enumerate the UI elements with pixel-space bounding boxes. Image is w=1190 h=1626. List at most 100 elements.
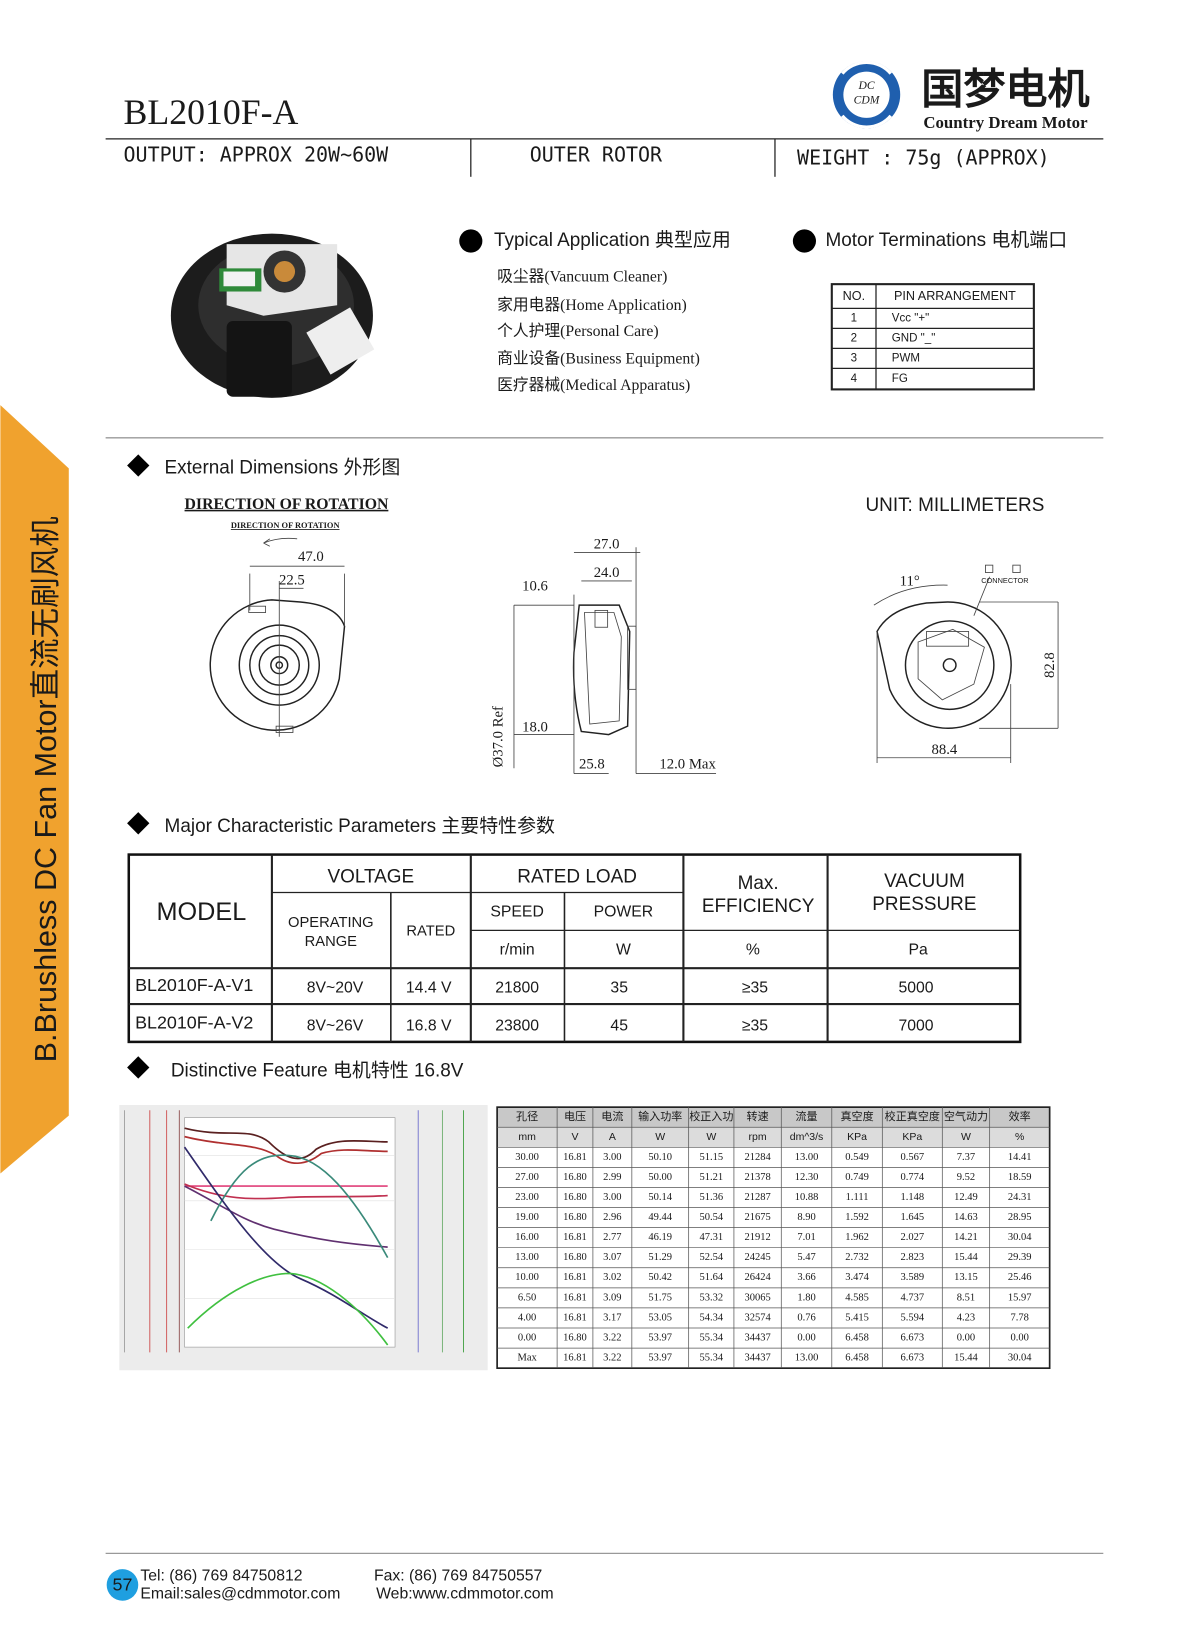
table-cell: 3.589 [900, 1272, 924, 1283]
page-badge [106, 1569, 139, 1601]
table-cell: 15.44 [954, 1353, 978, 1364]
table-cell: 13.15 [954, 1272, 978, 1283]
table-cell: 16.81 [563, 1152, 587, 1163]
side-view-drawing [513, 547, 717, 774]
table-cell: 51.64 [699, 1272, 723, 1283]
table-cell: 18.59 [1008, 1172, 1032, 1183]
table-cell: 30.04 [1008, 1232, 1032, 1243]
feature-table [496, 1106, 1051, 1369]
unit: KPa [902, 1131, 922, 1143]
dimension-label: 11° [900, 573, 920, 589]
table-cell: 2.96 [603, 1212, 621, 1223]
table-cell: 7.37 [957, 1152, 975, 1163]
table-cell: 55.34 [699, 1332, 723, 1343]
table-header: MODEL [156, 898, 246, 926]
table-cell: 25.46 [1008, 1272, 1032, 1283]
table-cell: 50.00 [648, 1172, 672, 1183]
dimension-label: Ø37.0 Ref [491, 706, 507, 767]
unit: A [609, 1131, 616, 1143]
table-cell: 10.88 [795, 1192, 819, 1203]
table-cell: Max [517, 1353, 537, 1364]
table-cell: 5000 [898, 979, 933, 996]
table-cell: 19.00 [515, 1212, 539, 1223]
table-cell: 14.41 [1008, 1152, 1032, 1163]
table-cell: 1.80 [797, 1292, 815, 1303]
pin-number: 4 [851, 373, 858, 385]
table-cell: 0.00 [518, 1332, 536, 1343]
table-header: SPEED [490, 904, 543, 921]
table-cell: 12.49 [954, 1192, 978, 1203]
table-cell: 3.09 [603, 1292, 621, 1303]
table-cell: 21800 [495, 979, 539, 996]
application-item: 吸尘器(Vancuum Cleaner) [497, 267, 667, 285]
unit: W [616, 942, 631, 959]
table-cell: 21675 [744, 1212, 770, 1223]
unit-label: UNIT: MILLIMETERS [865, 495, 1044, 516]
dimension-label: 22.5 [279, 572, 305, 588]
unit: W [961, 1131, 971, 1143]
table-cell: 0.567 [900, 1152, 924, 1163]
section-heading: Distinctive Feature 电机特性 16.8V [171, 1059, 464, 1081]
dimension-label: 27.0 [594, 537, 620, 553]
table-cell: 50.54 [699, 1212, 723, 1223]
table-cell: 55.34 [699, 1353, 723, 1364]
table-cell: 51.29 [648, 1252, 672, 1263]
table-header: 电流 [601, 1109, 623, 1123]
params-table [127, 853, 1022, 1044]
table-header: VACUUM [884, 871, 965, 892]
table-cell: 47.31 [699, 1232, 723, 1243]
unit: r/min [500, 942, 535, 959]
dimension-label: 47.0 [298, 549, 324, 565]
table-cell: 0.749 [845, 1172, 869, 1183]
table-cell: 23800 [495, 1017, 539, 1034]
table-cell: 15.44 [954, 1252, 978, 1263]
pin-number: 1 [851, 312, 857, 324]
table-cell: 0.76 [797, 1312, 815, 1323]
section-heading: Typical Application 典型应用 [494, 229, 731, 251]
table-header: 转速 [747, 1109, 769, 1123]
table-cell: 51.75 [648, 1292, 672, 1303]
table-header: 校正真空度 [885, 1109, 940, 1123]
logo-cn: 国梦电机 [921, 66, 1089, 113]
logo-en: Country Dream Motor [923, 113, 1088, 132]
unit: % [1015, 1131, 1024, 1143]
section-heading: Motor Terminations 电机端口 [825, 229, 1067, 251]
table-cell: 53.05 [648, 1312, 672, 1323]
table-header: 校正入功 [689, 1109, 733, 1123]
table-cell: 24.31 [1008, 1192, 1032, 1203]
unit: Pa [908, 942, 928, 959]
table-cell: 27.00 [515, 1172, 539, 1183]
table-cell: 3.66 [797, 1272, 815, 1283]
table-cell: 8V~26V [307, 1017, 364, 1034]
dimension-label: 24.0 [594, 565, 620, 581]
unit: W [655, 1131, 665, 1143]
table-cell: 4.00 [518, 1312, 536, 1323]
table-cell: 14.21 [954, 1232, 978, 1243]
direction-label: DIRECTION OF ROTATION [185, 496, 389, 513]
table-cell: 4.23 [957, 1312, 975, 1323]
table-cell: 6.673 [900, 1332, 924, 1343]
table-header: POWER [594, 904, 654, 921]
table-cell: 4.585 [845, 1292, 869, 1303]
unit: dm^3/s [790, 1131, 824, 1143]
table-cell: 1.111 [846, 1192, 869, 1203]
table-header: RATED LOAD [517, 867, 637, 888]
table-cell: 3.00 [603, 1152, 621, 1163]
bullet [127, 812, 150, 835]
table-cell: 14.4 V [406, 979, 452, 996]
table-cell: 16.81 [563, 1312, 587, 1323]
pin-number: 3 [851, 352, 857, 364]
pin-name: FG [892, 373, 908, 385]
pin-number: 2 [851, 332, 857, 344]
table-cell: 16.81 [563, 1232, 587, 1243]
table-cell: 0.00 [797, 1332, 815, 1343]
table-cell: 3.02 [603, 1272, 621, 1283]
table-cell: 45 [610, 1017, 628, 1034]
unit: W [706, 1131, 716, 1143]
table-header: Max. [738, 873, 779, 894]
table-cell: 21287 [744, 1192, 770, 1203]
pin-name: PWM [892, 352, 920, 364]
table-cell: 7.01 [797, 1232, 815, 1243]
table-cell: 35 [610, 979, 628, 996]
table-cell: 16.8 V [406, 1017, 452, 1034]
